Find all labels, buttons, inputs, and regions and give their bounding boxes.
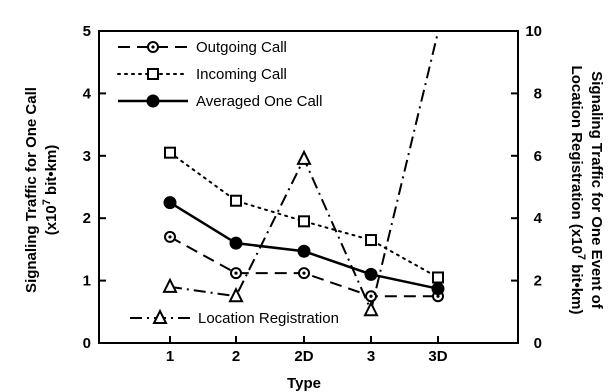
legend-entry: Incoming Call [117,66,287,83]
legend-entry: Averaged One Call [118,93,322,110]
data-point [163,196,177,210]
data-point [363,301,379,317]
left-tick-label: 1 [83,273,91,290]
series-3 [162,31,439,317]
data-point [431,282,445,296]
series-0 [164,230,444,303]
x-tick-label: 2 [232,348,240,365]
x-tick-label: 1 [166,348,174,365]
data-point [364,267,378,281]
plot-frame [98,30,519,344]
right-tick-label: 4 [534,210,543,227]
labels-group: Type Signaling Traffic for One Call (x107 … [23,66,605,392]
left-tick-label: 3 [83,148,91,165]
data-point [162,277,178,293]
right-axis-title: Signaling Traffic for One Event ofLocati… [568,66,605,315]
data-point-dot [168,235,172,239]
data-point [296,149,312,165]
legend-marker [146,94,160,108]
data-point-dot [369,294,373,298]
data-point [228,286,244,303]
left-axis-title-line1: Signaling Traffic for One Call [23,87,40,293]
right-tick-label: 6 [534,148,542,165]
data-point [164,146,176,159]
series-group [162,31,445,317]
data-point [298,215,310,228]
right-tick-label: 8 [534,85,542,102]
legend-label: Outgoing Call [196,39,287,56]
data-point [230,194,242,207]
legend-label: Incoming Call [196,66,287,83]
left-axis-title: Signaling Traffic for One Call (x107 bit•… [23,87,60,293]
right-tick-label: 0 [534,335,542,352]
data-point [229,236,243,250]
left-tick-label: 5 [83,23,91,40]
legend-group: Outgoing Call Incoming Call Averaged One C… [117,39,339,327]
right-axis-title-line1: Signaling Traffic for One Event of [588,71,605,310]
series-1 [164,146,444,284]
data-point [432,271,444,284]
data-point-dot [234,271,238,275]
legend-marker-dot [151,45,155,49]
legend-entry: Location Registration [130,308,339,327]
left-axis-title-line2: (x107 bit•km) [41,145,60,236]
data-point-dot [302,271,306,275]
legend-label: Averaged One Call [196,93,322,110]
data-point [365,234,377,247]
series-2 [163,196,445,296]
x-axis-title: Type [287,375,321,392]
left-tick-label: 0 [83,335,91,352]
series-line [169,151,439,279]
x-tick-label: 2D [294,348,313,365]
legend-entry: Outgoing Call [118,39,287,56]
left-tick-label: 4 [83,85,92,102]
right-axis-title-line2: Location Registration (x107 bit•km) [568,66,587,315]
left-tick-label: 2 [83,210,91,227]
legend-marker [147,68,159,80]
x-tick-label: 3 [367,348,375,365]
legend-marker [152,308,168,324]
legend-label: Location Registration [198,310,339,327]
data-point-dot [436,294,440,298]
x-tick-label: 3D [428,348,447,365]
data-point [297,244,311,258]
right-tick-label: 2 [534,273,542,290]
right-tick-label: 10 [525,23,542,40]
